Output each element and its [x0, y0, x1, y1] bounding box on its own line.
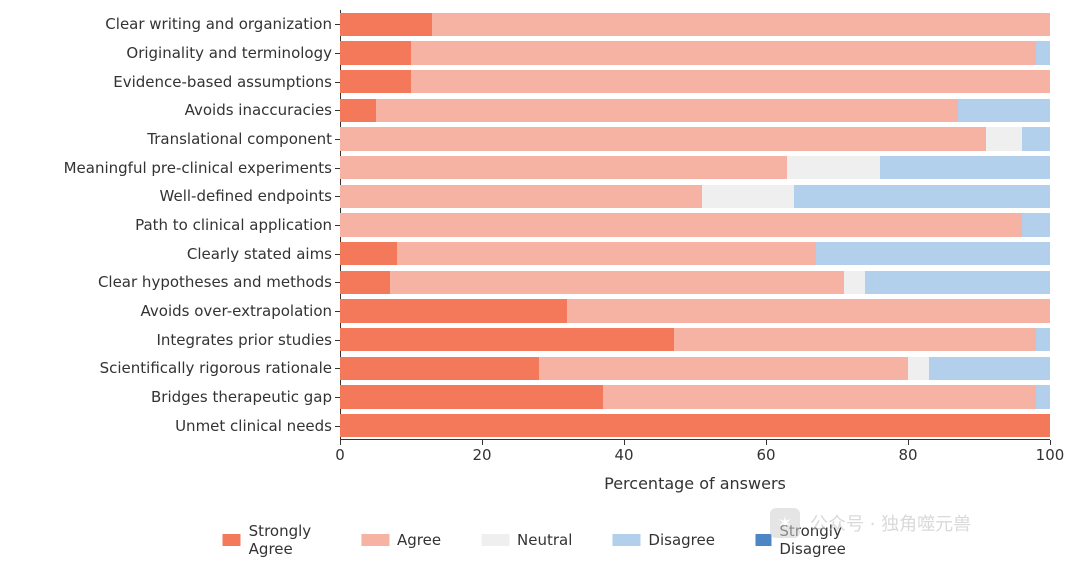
bar-row — [340, 328, 1050, 352]
y-tick-label: Integrates prior studies — [156, 331, 340, 349]
bar-segment-agree — [603, 385, 1036, 409]
bar-row — [340, 41, 1050, 65]
plot-area: 020406080100Clear writing and organizati… — [340, 10, 1050, 440]
x-tick-label: 60 — [756, 440, 775, 464]
bar-row — [340, 385, 1050, 409]
wechat-icon: ✶ — [770, 508, 800, 538]
legend-label: Neutral — [517, 531, 572, 549]
legend-swatch — [755, 534, 771, 546]
bar-segment-disagree — [794, 185, 1050, 209]
legend-label: Strongly Agree — [249, 522, 321, 558]
bar-row — [340, 357, 1050, 381]
bar-segment-disagree — [816, 242, 1050, 266]
bar-row — [340, 242, 1050, 266]
y-tick-label: Clear writing and organization — [105, 15, 340, 33]
legend-item-neutral: Neutral — [481, 531, 572, 549]
y-tick-label: Avoids inaccuracies — [185, 101, 340, 119]
bar-segment-agree — [674, 328, 1036, 352]
bar-segment-strongly_agree — [340, 242, 397, 266]
bar-segment-strongly_agree — [340, 99, 376, 123]
y-tick-label: Evidence-based assumptions — [113, 73, 340, 91]
legend-label: Disagree — [648, 531, 715, 549]
bar-segment-disagree — [865, 271, 1050, 295]
bar-row — [340, 299, 1050, 323]
y-tick-label: Avoids over-extrapolation — [141, 302, 340, 320]
bar-segment-disagree — [1036, 41, 1050, 65]
bar-segment-neutral — [986, 127, 1022, 151]
bar-segment-agree — [411, 70, 1050, 94]
bar-segment-disagree — [1022, 213, 1050, 237]
bar-row — [340, 70, 1050, 94]
legend-swatch — [481, 534, 509, 546]
bar-segment-disagree — [958, 99, 1050, 123]
bar-row — [340, 271, 1050, 295]
bar-row — [340, 185, 1050, 209]
bar-segment-disagree — [1036, 385, 1050, 409]
bar-segment-strongly_agree — [340, 328, 674, 352]
x-tick-label: 40 — [614, 440, 633, 464]
bar-segment-agree — [411, 41, 1036, 65]
bar-row — [340, 213, 1050, 237]
bar-segment-neutral — [702, 185, 794, 209]
watermark-text: 公众号 · 独角噬元兽 — [810, 510, 971, 536]
bar-row — [340, 127, 1050, 151]
y-tick-label: Unmet clinical needs — [175, 417, 340, 435]
y-tick-label: Translational component — [147, 130, 340, 148]
legend-item-agree: Agree — [361, 531, 441, 549]
bar-row — [340, 156, 1050, 180]
chart-stage: 0 20 40 60 80 100 Clear writing and organizati… — [0, 0, 1080, 569]
bar-segment-strongly_agree — [340, 70, 411, 94]
bar-segment-strongly_agree — [340, 414, 1050, 438]
watermark: ✶ 公众号 · 独角噬元兽 — [770, 508, 971, 538]
bar-row — [340, 414, 1050, 438]
y-tick-label: Path to clinical application — [135, 216, 340, 234]
bar-segment-disagree — [880, 156, 1050, 180]
bar-segment-neutral — [844, 271, 865, 295]
bar-segment-disagree — [1036, 328, 1050, 352]
bar-segment-agree — [432, 13, 1050, 37]
x-axis-title: Percentage of answers — [604, 474, 786, 493]
y-tick-label: Meaningful pre-clinical experiments — [64, 159, 340, 177]
x-tick-label: 20 — [472, 440, 491, 464]
bar-segment-neutral — [787, 156, 879, 180]
bar-segment-agree — [340, 185, 702, 209]
bar-segment-agree — [340, 213, 1022, 237]
bar-segment-agree — [567, 299, 1050, 323]
bar-segment-strongly_agree — [340, 271, 390, 295]
bar-segment-disagree — [1022, 127, 1050, 151]
bar-segment-agree — [397, 242, 816, 266]
y-tick-label: Originality and terminology — [126, 44, 340, 62]
x-axis-line — [340, 439, 1050, 440]
x-tick-label: 100 — [1036, 440, 1065, 464]
bar-segment-disagree — [929, 357, 1050, 381]
legend: Strongly AgreeAgreeNeutralDisagreeStrong… — [222, 522, 857, 558]
x-tick-label: 80 — [898, 440, 917, 464]
bar-row — [340, 13, 1050, 37]
bar-segment-strongly_agree — [340, 385, 603, 409]
x-tick-label: 0 — [335, 440, 345, 464]
bar-segment-strongly_agree — [340, 357, 539, 381]
bar-segment-strongly_agree — [340, 41, 411, 65]
bar-segment-strongly_agree — [340, 299, 567, 323]
bar-row — [340, 99, 1050, 123]
bar-segment-agree — [340, 127, 986, 151]
bar-segment-agree — [390, 271, 844, 295]
legend-swatch — [222, 534, 240, 546]
legend-swatch — [361, 534, 389, 546]
bar-segment-neutral — [908, 357, 929, 381]
y-tick-label: Clear hypotheses and methods — [98, 273, 340, 291]
y-tick-label: Bridges therapeutic gap — [151, 388, 340, 406]
bar-segment-agree — [340, 156, 787, 180]
y-tick-label: Scientifically rigorous rationale — [100, 359, 340, 377]
legend-item-strongly_agree: Strongly Agree — [222, 522, 321, 558]
bar-segment-strongly_agree — [340, 13, 432, 37]
legend-item-disagree: Disagree — [612, 531, 715, 549]
y-tick-label: Clearly stated aims — [187, 245, 340, 263]
legend-swatch — [612, 534, 640, 546]
bar-segment-agree — [539, 357, 908, 381]
y-tick-label: Well-defined endpoints — [160, 187, 340, 205]
legend-label: Agree — [397, 531, 441, 549]
bar-segment-agree — [376, 99, 958, 123]
